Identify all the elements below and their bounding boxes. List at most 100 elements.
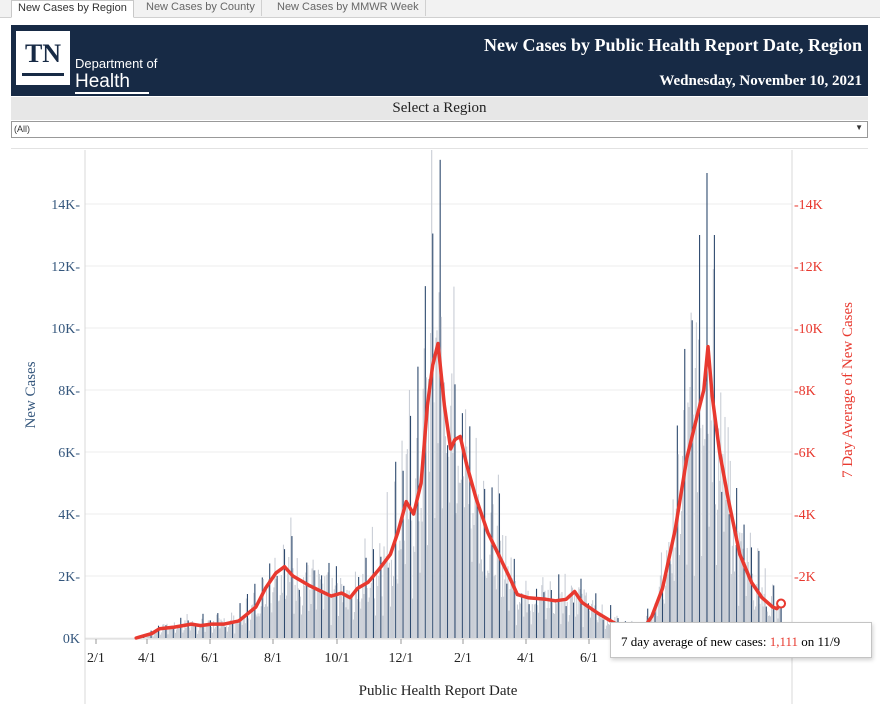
case-bar bbox=[242, 615, 244, 638]
case-bar bbox=[560, 624, 562, 638]
tab-new-cases-by-county[interactable]: New Cases by County bbox=[140, 0, 262, 16]
case-bar bbox=[398, 550, 400, 638]
case-bar bbox=[666, 550, 668, 638]
case-bar bbox=[200, 623, 202, 638]
case-bar bbox=[255, 614, 257, 638]
case-bar bbox=[591, 603, 593, 638]
case-bar bbox=[661, 587, 664, 638]
case-bar bbox=[286, 595, 288, 638]
case-bar bbox=[236, 620, 238, 638]
case-bar bbox=[717, 509, 719, 638]
case-bar bbox=[764, 568, 766, 638]
case-bar bbox=[738, 605, 740, 638]
case-bar bbox=[751, 573, 754, 638]
case-bar bbox=[420, 507, 422, 638]
case-bar bbox=[487, 570, 489, 638]
case-bar bbox=[351, 593, 353, 638]
case-bar bbox=[401, 440, 403, 638]
case-bar bbox=[449, 502, 451, 638]
case-bar bbox=[335, 566, 337, 638]
region-dropdown[interactable]: (All) ▼ bbox=[11, 121, 868, 138]
case-bar bbox=[665, 585, 667, 638]
case-bar bbox=[773, 585, 775, 638]
case-bar bbox=[577, 614, 579, 638]
case-bar bbox=[682, 455, 684, 638]
case-bar bbox=[756, 584, 758, 638]
case-bar bbox=[215, 626, 217, 638]
case-bar bbox=[532, 612, 534, 638]
case-bar bbox=[294, 584, 296, 638]
case-bar bbox=[214, 628, 216, 638]
case-bar bbox=[537, 605, 539, 638]
tooltip-prefix: 7 day average of new cases: bbox=[621, 634, 770, 649]
region-dropdown-value: (All) bbox=[14, 124, 30, 134]
case-bar bbox=[413, 546, 415, 638]
case-bar bbox=[342, 602, 344, 638]
case-bar bbox=[552, 613, 555, 638]
case-bar bbox=[729, 460, 731, 638]
tab-new-cases-by-region[interactable]: New Cases by Region bbox=[11, 0, 134, 18]
case-bar bbox=[542, 577, 544, 638]
case-bar bbox=[515, 625, 517, 638]
case-bar bbox=[397, 583, 399, 638]
case-bar bbox=[462, 476, 465, 638]
case-bar bbox=[430, 333, 432, 638]
case-bar bbox=[694, 367, 696, 638]
case-bar bbox=[697, 339, 700, 638]
case-bar bbox=[474, 491, 476, 638]
case-bar bbox=[567, 621, 569, 638]
cases-chart: 0K 2K- 4K- 6K- 8K- 10K- 12K- 14K- -2K -4K -6K -8K -1… bbox=[23, 150, 856, 704]
case-bar bbox=[402, 470, 404, 638]
case-bar bbox=[559, 593, 561, 638]
case-bar bbox=[471, 561, 473, 638]
case-bar bbox=[343, 585, 345, 638]
case-bar bbox=[743, 524, 745, 638]
case-bar bbox=[549, 581, 551, 638]
case-bar bbox=[424, 286, 426, 638]
x-axis-title: Public Health Report Date bbox=[359, 683, 518, 699]
region-filter-label: Select a Region bbox=[392, 100, 487, 116]
case-bar bbox=[152, 636, 154, 638]
case-bar bbox=[419, 572, 421, 638]
case-bar bbox=[416, 437, 418, 638]
case-bar bbox=[350, 596, 352, 638]
case-bar bbox=[598, 612, 600, 638]
case-bar bbox=[325, 591, 327, 638]
case-bar bbox=[726, 492, 728, 638]
case-bar bbox=[723, 531, 725, 638]
case-bar bbox=[307, 565, 309, 638]
case-bar bbox=[244, 623, 246, 638]
case-bar bbox=[373, 598, 376, 638]
case-bar bbox=[443, 382, 445, 638]
case-bar bbox=[499, 540, 502, 638]
case-bar bbox=[727, 427, 729, 638]
case-bar bbox=[691, 320, 693, 638]
case-bar bbox=[732, 525, 735, 638]
y2-tick-label: -4K bbox=[794, 508, 816, 523]
case-bar bbox=[390, 559, 393, 638]
case-bar bbox=[432, 233, 434, 638]
case-bar bbox=[368, 597, 370, 638]
case-bar bbox=[334, 585, 336, 638]
x-tick-label: 6/1 bbox=[580, 651, 598, 666]
y2-axis-title: 7 Day Average of New Cases bbox=[840, 302, 856, 478]
case-bar bbox=[322, 583, 324, 638]
case-bar bbox=[718, 428, 720, 638]
case-bar bbox=[747, 561, 749, 638]
case-bar bbox=[563, 601, 565, 638]
case-bar bbox=[555, 600, 557, 638]
case-bar bbox=[260, 606, 262, 638]
case-bar bbox=[689, 387, 691, 638]
case-bar bbox=[710, 420, 712, 638]
case-bar bbox=[295, 600, 297, 638]
case-bar bbox=[289, 582, 291, 638]
case-bar bbox=[582, 627, 584, 638]
case-bar bbox=[690, 312, 692, 638]
case-bar bbox=[353, 612, 355, 638]
tab-new-cases-by-mmwr-week[interactable]: New Cases by MMWR Week bbox=[271, 0, 426, 16]
case-bar bbox=[436, 330, 438, 638]
case-bar bbox=[168, 628, 170, 638]
case-bar bbox=[169, 627, 171, 638]
case-bar bbox=[317, 569, 319, 638]
case-bar bbox=[538, 612, 540, 638]
